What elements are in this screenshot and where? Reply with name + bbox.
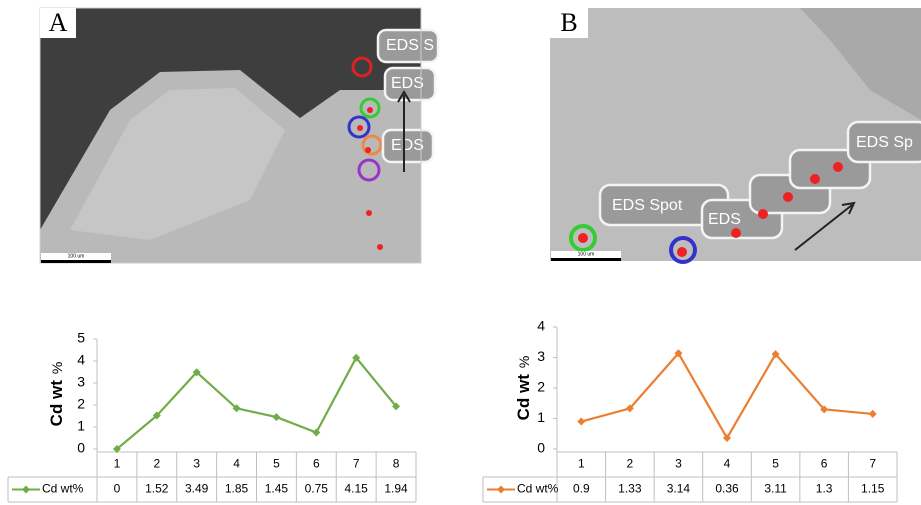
point <box>723 434 731 443</box>
legend-label: Cd wt% <box>517 482 559 496</box>
point <box>192 368 201 377</box>
point <box>232 404 241 413</box>
table-value: 3.49 <box>185 482 209 496</box>
table-value: 0.36 <box>715 482 739 496</box>
table-value: 1.45 <box>265 482 289 496</box>
y-axis-label-text: Cd wt <box>514 374 533 421</box>
spot-label: EDS Sp <box>856 134 913 151</box>
table-value: 1.33 <box>618 482 642 496</box>
x-tick-label: 4 <box>233 457 240 471</box>
y-tick-label: 2 <box>537 379 545 395</box>
series-line <box>580 351 873 441</box>
y-tick-label: 2 <box>77 396 85 412</box>
scale-label: 100 um <box>578 251 595 257</box>
y-tick-label: 4 <box>537 318 545 334</box>
table-value: 4.15 <box>345 482 369 496</box>
scale-label: 100 um <box>68 253 85 259</box>
table-value: 0 <box>114 482 121 496</box>
y-tick-label: 3 <box>537 348 545 364</box>
spot-label: EDS <box>391 137 424 154</box>
point <box>674 349 683 358</box>
x-tick-label: 6 <box>821 457 828 471</box>
point <box>112 445 121 453</box>
panel-label: A <box>49 8 68 37</box>
point <box>392 402 401 411</box>
point <box>352 353 361 362</box>
y-tick-label: 1 <box>537 409 545 425</box>
x-tick-label: 3 <box>193 457 200 471</box>
point <box>152 411 161 420</box>
point <box>625 404 634 413</box>
y-tick-label: 0 <box>77 440 85 456</box>
x-tick-label: 1 <box>114 457 121 471</box>
x-tick-label: 1 <box>578 457 585 471</box>
x-tick-label: 2 <box>627 457 634 471</box>
table-value: 1.15 <box>861 482 885 496</box>
point <box>868 409 877 418</box>
x-tick-label: 7 <box>353 457 360 471</box>
y-axis-label-unit: % <box>516 356 532 368</box>
x-tick-label: 3 <box>675 457 682 471</box>
x-tick-label: 8 <box>393 457 400 471</box>
legend-marker <box>22 485 30 494</box>
x-tick-label: 5 <box>273 457 280 471</box>
table-value: 3.14 <box>667 482 691 496</box>
x-tick-label: 2 <box>153 457 160 471</box>
point <box>820 405 829 414</box>
point <box>272 413 281 422</box>
point <box>577 417 586 426</box>
table-value: 1.85 <box>225 482 249 496</box>
legend-marker <box>497 485 505 494</box>
y-tick-label: 4 <box>77 352 85 368</box>
y-tick-label: 5 <box>77 330 85 346</box>
table-value: 1.94 <box>384 482 408 496</box>
table-value: 1.52 <box>145 482 169 496</box>
y-axis-label: Cd wt% <box>514 356 533 421</box>
y-axis-label: Cd wt% <box>47 362 66 427</box>
x-tick-label: 7 <box>869 457 876 471</box>
point <box>312 428 321 437</box>
table-value: 3.11 <box>764 482 787 496</box>
table-value: 0.9 <box>573 482 590 496</box>
micrograph-b: EDS Spot EDS EDS Sp B 100 um <box>550 8 921 264</box>
y-axis-label-unit: % <box>49 362 65 374</box>
y-axis-label-text: Cd wt <box>47 380 66 427</box>
legend-label: Cd wt% <box>42 482 84 496</box>
series-line <box>116 355 397 450</box>
table-value: 1.3 <box>816 482 833 496</box>
x-tick-label: 4 <box>724 457 731 471</box>
spot-label: EDS Spot <box>612 197 683 214</box>
panel-label: B <box>560 8 577 37</box>
spot-label: EDS <box>708 211 741 228</box>
y-tick-label: 1 <box>77 418 85 434</box>
y-tick-label: 3 <box>77 374 85 390</box>
spot-label: EDS <box>391 75 424 92</box>
x-tick-label: 5 <box>772 457 779 471</box>
micrograph-a: EDS S EDS EDS A 100 um <box>39 7 440 264</box>
spot-label: EDS S <box>386 37 434 54</box>
point <box>771 350 780 359</box>
y-tick-label: 0 <box>537 440 545 456</box>
table-value: 0.75 <box>305 482 329 496</box>
x-tick-label: 6 <box>313 457 320 471</box>
